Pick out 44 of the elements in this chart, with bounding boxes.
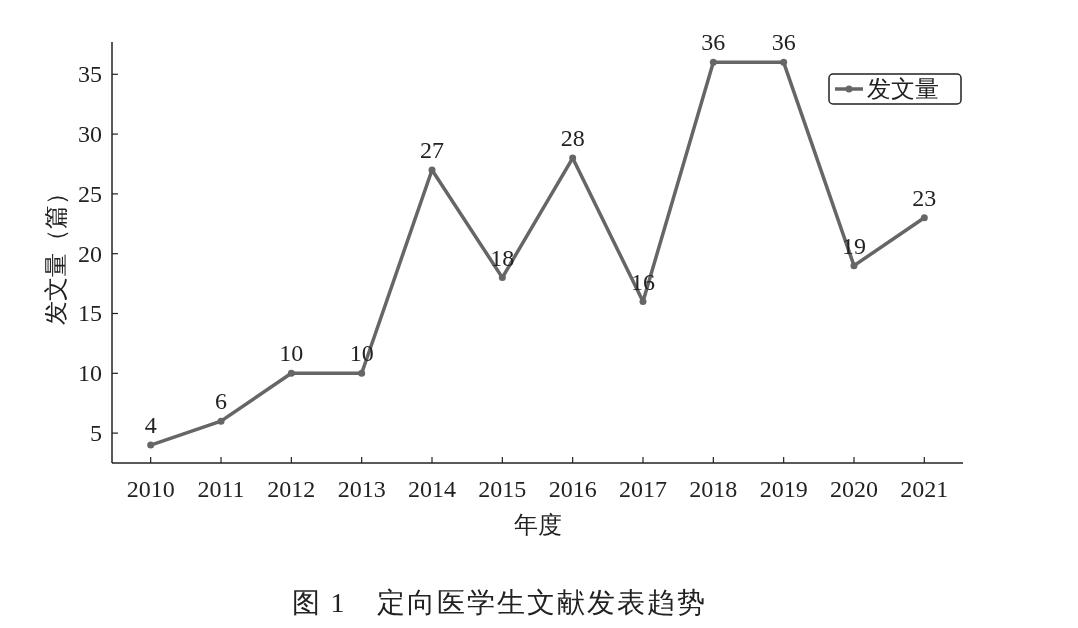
- x-tick-label: 2016: [548, 476, 597, 502]
- y-tick-label: 25: [78, 180, 102, 207]
- point: [358, 369, 366, 377]
- caption: 图 1 定向医学生文献发表趋势: [291, 587, 707, 618]
- point: [639, 298, 647, 306]
- data-label: 18: [490, 244, 515, 271]
- x-tick-label: 2021: [900, 476, 949, 502]
- x-tick-label: 2019: [759, 476, 808, 502]
- x-tick-label: 2012: [267, 476, 316, 502]
- point: [498, 274, 506, 282]
- x-tick-label: 2014: [408, 476, 456, 502]
- point: [147, 441, 155, 449]
- point: [287, 369, 295, 377]
- data-label: 36: [771, 29, 796, 56]
- point: [217, 417, 225, 425]
- point: [780, 58, 788, 66]
- data-label: 27: [420, 136, 444, 163]
- data-label: 23: [912, 184, 937, 211]
- y-tick-label: 30: [78, 121, 102, 148]
- point: [428, 166, 436, 174]
- x-tick-label: 2018: [689, 476, 738, 502]
- point: [709, 58, 717, 66]
- y-tick-label: 35: [78, 61, 102, 88]
- x-tick-label: 2020: [829, 476, 878, 502]
- x-tick-label: 2013: [337, 476, 386, 502]
- data-label: 6: [215, 388, 228, 415]
- data-label: 36: [701, 29, 726, 56]
- data-label: 28: [560, 125, 585, 152]
- legend-label: 发文量: [867, 76, 939, 102]
- x-tick-label: 2015: [478, 476, 527, 502]
- y-tick-label: 10: [78, 360, 102, 387]
- y-axis-title: 发文量（篇）: [43, 180, 69, 325]
- y-tick-label: 20: [78, 240, 102, 267]
- data-label: 4: [144, 412, 157, 439]
- x-tick-label: 2011: [197, 476, 245, 502]
- y-tick-label: 15: [78, 300, 102, 327]
- x-tick-label: 2017: [619, 476, 667, 502]
- point: [920, 214, 928, 222]
- point: [850, 262, 858, 270]
- data-label: 10: [279, 340, 304, 367]
- point: [569, 154, 577, 162]
- y-tick-label: 5: [90, 420, 102, 447]
- x-tick-label: 2010: [126, 476, 175, 502]
- x-axis-title: 年度: [513, 512, 562, 538]
